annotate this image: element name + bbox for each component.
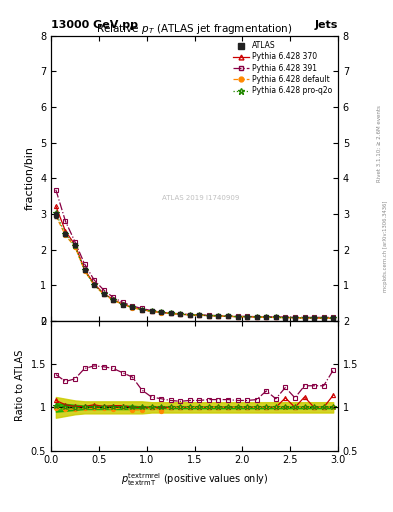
Text: 13000 GeV pp: 13000 GeV pp <box>51 20 138 31</box>
Text: mcplots.cern.ch [arXiv:1306.3436]: mcplots.cern.ch [arXiv:1306.3436] <box>384 200 388 291</box>
Text: ATLAS 2019 I1740909: ATLAS 2019 I1740909 <box>162 196 239 201</box>
Text: Rivet 3.1.10; ≥ 2.6M events: Rivet 3.1.10; ≥ 2.6M events <box>377 105 382 182</box>
X-axis label: $p_\mathrm{textrm{T}}^{\mathrm{textrm{rel}}}$ (positive values only): $p_\mathrm{textrm{T}}^{\mathrm{textrm{re… <box>121 471 268 488</box>
Text: Jets: Jets <box>315 20 338 31</box>
Y-axis label: Ratio to ATLAS: Ratio to ATLAS <box>15 350 25 421</box>
Title: Relative $p_T$ (ATLAS jet fragmentation): Relative $p_T$ (ATLAS jet fragmentation) <box>96 22 293 36</box>
Legend: ATLAS, Pythia 6.428 370, Pythia 6.428 391, Pythia 6.428 default, Pythia 6.428 pr: ATLAS, Pythia 6.428 370, Pythia 6.428 39… <box>231 39 334 97</box>
Y-axis label: fraction/bin: fraction/bin <box>24 146 35 210</box>
